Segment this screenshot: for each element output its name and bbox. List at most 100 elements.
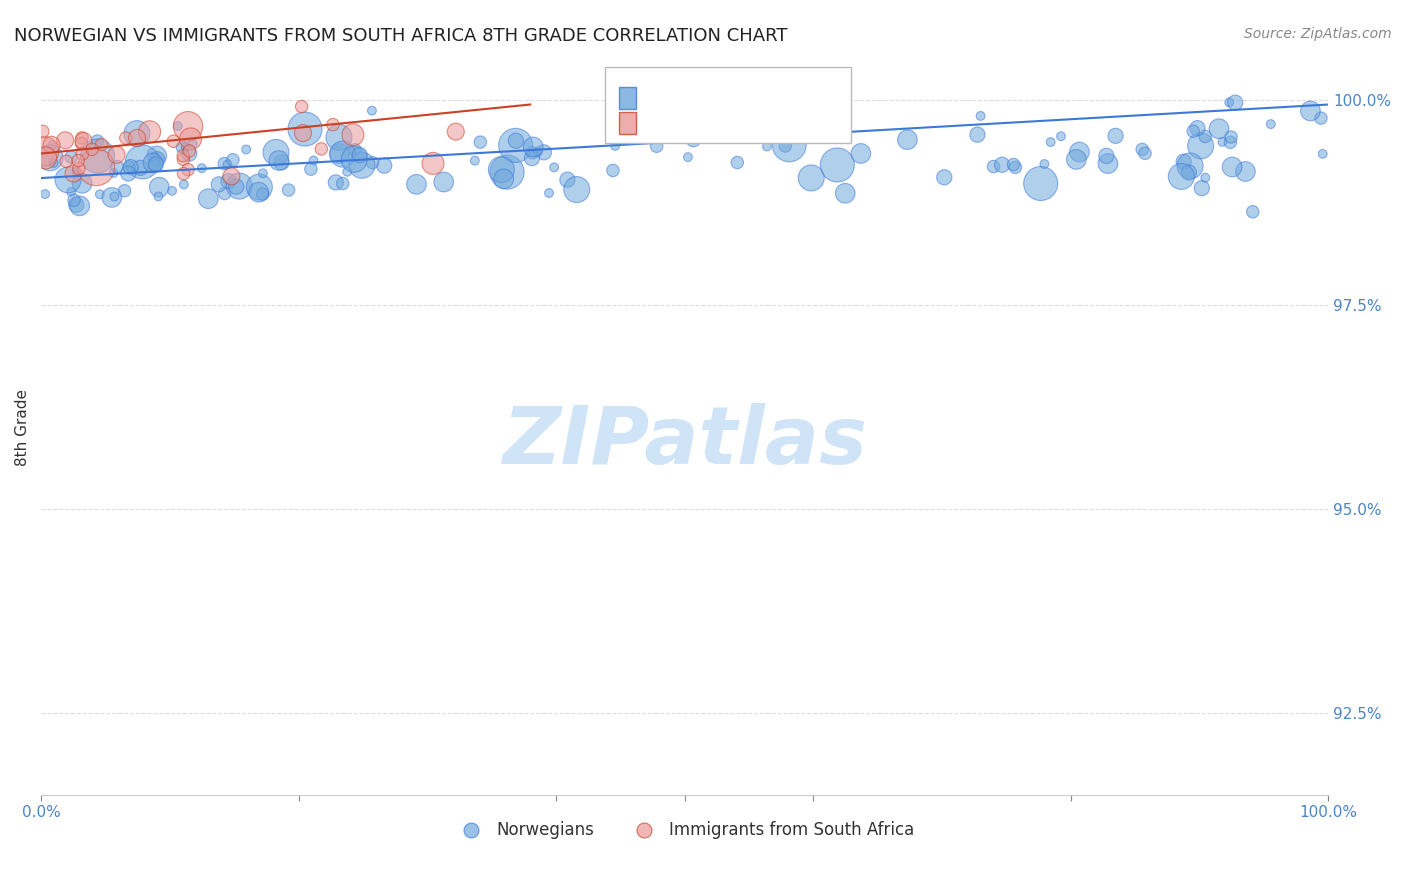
Point <box>361 103 384 118</box>
Point <box>522 145 544 160</box>
Point <box>1219 136 1241 150</box>
Point <box>56 173 79 187</box>
Point <box>148 180 170 194</box>
Point <box>343 153 366 167</box>
Text: 0.461: 0.461 <box>668 94 724 112</box>
Point <box>775 139 797 153</box>
Point <box>173 178 195 192</box>
Point <box>464 153 486 168</box>
Point <box>84 161 107 175</box>
Point <box>146 153 169 167</box>
Point <box>1033 157 1056 171</box>
Point <box>1241 204 1264 219</box>
Point <box>1234 164 1257 178</box>
Point <box>89 187 111 202</box>
Point <box>166 119 188 133</box>
Point <box>1066 153 1088 167</box>
Point <box>191 161 214 176</box>
Point <box>433 175 456 189</box>
Point <box>697 72 720 87</box>
Point <box>328 130 350 145</box>
Point <box>173 167 195 181</box>
Text: 152: 152 <box>752 94 790 112</box>
Text: Source: ZipAtlas.com: Source: ZipAtlas.com <box>1244 27 1392 41</box>
Point <box>831 101 853 115</box>
Point <box>172 140 194 154</box>
Point <box>299 162 322 177</box>
Point <box>349 148 371 162</box>
Point <box>1039 135 1062 149</box>
Point <box>277 183 299 197</box>
Point <box>42 156 65 170</box>
Point <box>645 139 668 153</box>
Point <box>138 125 160 139</box>
Point <box>160 184 183 198</box>
Point <box>1173 154 1195 169</box>
Point <box>222 153 245 167</box>
Point <box>172 149 194 163</box>
Point <box>80 142 103 156</box>
Point <box>118 160 141 174</box>
Point <box>120 160 142 174</box>
Point <box>86 149 108 163</box>
Point <box>1029 177 1052 191</box>
Point <box>969 109 991 123</box>
Point <box>179 144 201 158</box>
Point <box>214 186 236 201</box>
Point <box>70 136 93 151</box>
Point <box>332 177 354 191</box>
Point <box>145 149 167 163</box>
Text: N =: N = <box>724 120 761 138</box>
Point <box>117 166 139 180</box>
Point <box>1189 139 1212 153</box>
Point <box>342 128 364 142</box>
Point <box>1004 161 1026 175</box>
Point <box>69 199 91 213</box>
Point <box>174 140 197 154</box>
Point <box>522 140 544 154</box>
Point <box>934 170 956 185</box>
Point <box>671 128 693 143</box>
Point <box>63 193 86 207</box>
Point <box>344 143 367 157</box>
Point <box>565 182 588 196</box>
Point <box>270 155 292 169</box>
Point <box>114 184 136 198</box>
Point <box>31 124 53 138</box>
Point <box>125 127 148 141</box>
Point <box>131 155 153 169</box>
Point <box>294 122 316 136</box>
Point <box>181 136 204 151</box>
Point <box>605 139 627 153</box>
Text: ZIPatlas: ZIPatlas <box>502 403 868 481</box>
Point <box>800 170 823 185</box>
Point <box>827 158 849 172</box>
Point <box>1220 160 1243 174</box>
Point <box>422 156 444 170</box>
Point <box>505 134 527 148</box>
Text: R =: R = <box>640 94 676 112</box>
Point <box>834 186 856 201</box>
Point <box>1170 169 1192 184</box>
Point <box>55 154 77 169</box>
Legend: Norwegians, Immigrants from South Africa: Norwegians, Immigrants from South Africa <box>449 814 921 846</box>
Point <box>361 155 384 169</box>
Point <box>65 165 87 179</box>
Point <box>267 153 290 168</box>
Point <box>103 166 125 180</box>
Point <box>778 137 800 152</box>
Point <box>332 147 354 161</box>
Point <box>1097 156 1119 170</box>
Point <box>221 169 243 184</box>
Point <box>966 128 988 142</box>
Point <box>60 150 83 164</box>
Point <box>86 134 108 148</box>
Point <box>533 145 555 160</box>
Point <box>492 172 515 186</box>
Point <box>1050 129 1073 144</box>
Text: R =: R = <box>640 120 676 138</box>
Point <box>470 135 492 149</box>
Point <box>105 160 128 174</box>
Point <box>768 128 790 142</box>
Point <box>252 166 274 180</box>
